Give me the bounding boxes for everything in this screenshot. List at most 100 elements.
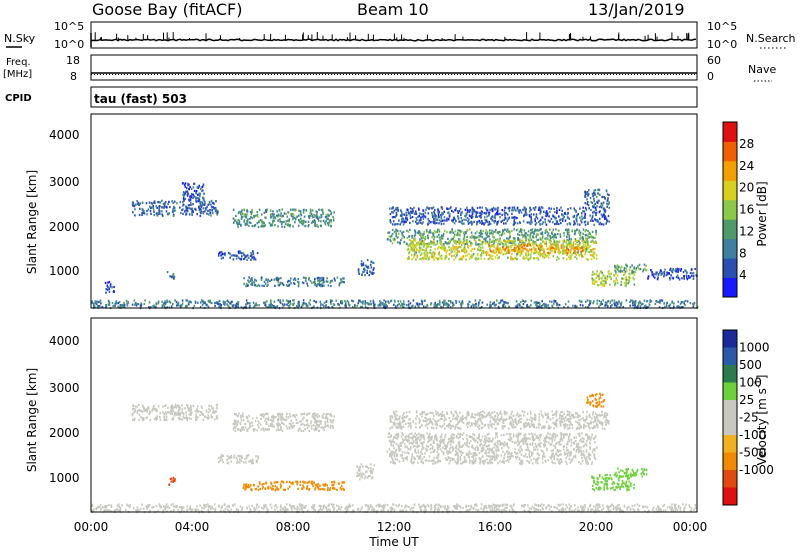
power-echo-cell-8-126 [499, 247, 502, 250]
velocity-echo-cell-4-138 [288, 480, 291, 483]
power-echo-cell-8-411 [589, 245, 591, 248]
velocity-echo-cell-2-15 [236, 461, 238, 464]
power-echo-cell-8-379 [415, 244, 418, 247]
power-echo-cell-15-763 [306, 304, 309, 307]
velocity-echo-cell-0-95 [208, 416, 210, 419]
power-echo-cell-12-62 [628, 276, 630, 279]
velocity-echo-cell-6-74 [593, 437, 595, 440]
velocity-echo-cell-2-39 [230, 460, 233, 463]
power-echo-cell-10-476 [603, 216, 606, 219]
power-echo-cell-2-25 [238, 219, 241, 222]
power-echo-cell-12-26 [603, 280, 605, 283]
power-echo-cell-10-414 [476, 207, 479, 210]
cpid-value: tau (fast) 503 [94, 92, 187, 106]
power-echo-cell-15-388 [521, 299, 524, 302]
velocity-echo-cell-0-36 [195, 413, 197, 416]
power-echo-cell-9-123 [504, 248, 507, 251]
velocity-echo-cell-1-201 [317, 429, 320, 432]
power-echo-cell-8-418 [470, 244, 472, 247]
power-echo-cell-6-30 [366, 265, 368, 268]
power-echo-cell-15-759 [303, 302, 306, 305]
velocity-echo-cell-1-37 [289, 415, 292, 418]
power-echo-cell-3-17 [237, 256, 240, 259]
power-echo-cell-10-337 [554, 223, 556, 226]
velocity-echo-cell-1-199 [291, 426, 293, 429]
velocity-echo-cell-0-213 [202, 413, 204, 416]
velocity-echo-cell-1-162 [260, 428, 263, 431]
power-echo-cell-13-14 [615, 271, 617, 274]
power-echo-cell-8-605 [418, 249, 421, 252]
power-echo-cell-3-14 [250, 251, 252, 255]
power-echo-cell-2-82 [260, 225, 262, 228]
power-echo-cell-15-608 [256, 304, 258, 307]
power-echo-cell-11-24 [598, 193, 601, 196]
power-echo-cell-11-30 [594, 189, 597, 192]
power-echo-cell-10-548 [495, 207, 497, 210]
velocity-echo-cell-1-288 [286, 412, 288, 415]
velocity-echo-cell-4-47 [320, 488, 322, 491]
power-echo-cell-15-496 [237, 301, 239, 304]
power-echo-cell-1-37 [196, 196, 199, 199]
power-echo-cell-15-281 [402, 302, 404, 306]
power-echo-cell-10-153 [422, 217, 425, 220]
velocity-echo-cell-1-108 [252, 429, 255, 432]
velocity-echo-cell-6-94 [474, 447, 477, 450]
power-echo-cell-5-109 [304, 276, 306, 279]
velocity-echo-cell-1-196 [279, 414, 282, 417]
velocity-echo-cell-6-40 [423, 438, 425, 441]
power-echo-cell-7-223 [440, 239, 442, 242]
velocity-echo-cell-0-177 [174, 412, 176, 415]
power-echo-cell-7-174 [554, 233, 557, 236]
power-echo-cell-10-556 [428, 207, 430, 210]
power-echo-cell-7-31 [397, 232, 400, 235]
power-echo-cell-15-114 [527, 305, 529, 308]
power-echo-cell-6-14 [369, 270, 371, 273]
velocity-echo-cell-1-65 [312, 413, 314, 416]
power-echo-cell-15-678 [620, 303, 622, 306]
velocity-echo-cell-4-139 [312, 484, 314, 487]
power-echo-cell-10-218 [415, 210, 417, 213]
power-echo-cell-8-304 [425, 247, 428, 250]
velocity-echo-cell-4-21 [290, 482, 292, 485]
power-echo-cell-8-113 [488, 254, 490, 257]
velocity-echo-cell-4-127 [303, 481, 305, 484]
power-echo-cell-15-422 [344, 304, 346, 307]
power-colorbar-segment [723, 160, 737, 181]
power-echo-cell-10-565 [581, 218, 583, 221]
power-echo-cell-8-194 [517, 252, 519, 255]
velocity-echo-cell-4-128 [324, 482, 327, 486]
power-echo-cell-0-178 [185, 212, 188, 215]
power-echo-cell-7-277 [418, 231, 421, 234]
power-echo-cell-7-166 [483, 237, 485, 241]
power-echo-cell-10-268 [437, 210, 439, 213]
power-echo-cell-15-570 [475, 305, 477, 308]
velocity-echo-cell-2-50 [257, 455, 259, 458]
velocity-echo-cell-0-216 [153, 408, 156, 411]
power-echo-cell-8-18 [415, 258, 417, 261]
power-echo-cell-13-41 [618, 265, 620, 268]
power-echo-cell-10-504 [433, 218, 435, 221]
power-echo-cell-9-141 [526, 248, 528, 251]
velocity-echo-cell-1-157 [232, 423, 235, 426]
power-echo-cell-2-57 [292, 225, 294, 228]
power-echo-cell-10-502 [556, 220, 559, 223]
power-echo-cell-7-489 [547, 232, 550, 235]
power-echo-cell-15-644 [681, 306, 684, 309]
velocity-echo-cell-1-51 [232, 428, 235, 431]
power-echo-cell-0-117 [136, 200, 138, 203]
power-echo-cell-0-217 [159, 204, 161, 208]
power-echo-cell-0-182 [150, 212, 152, 215]
power-echo-cell-8-106 [527, 244, 529, 248]
velocity-echo-cell-2-7 [226, 455, 229, 458]
velocity-echo-cell-2-35 [238, 455, 241, 458]
power-echo-cell-7-189 [393, 230, 396, 233]
power-echo-cell-10-637 [391, 223, 394, 226]
power-echo-cell-10-489 [466, 208, 469, 212]
power-echo-cell-14-5 [688, 276, 690, 279]
power-echo-cell-8-59 [458, 245, 460, 248]
power-echo-cell-10-490 [399, 214, 402, 217]
velocity-echo-cell-6-150 [479, 457, 482, 460]
power-echo-cell-10-326 [567, 216, 570, 220]
power-echo-cell-15-104 [398, 303, 400, 306]
velocity-echo-cell-6-97 [556, 449, 558, 452]
